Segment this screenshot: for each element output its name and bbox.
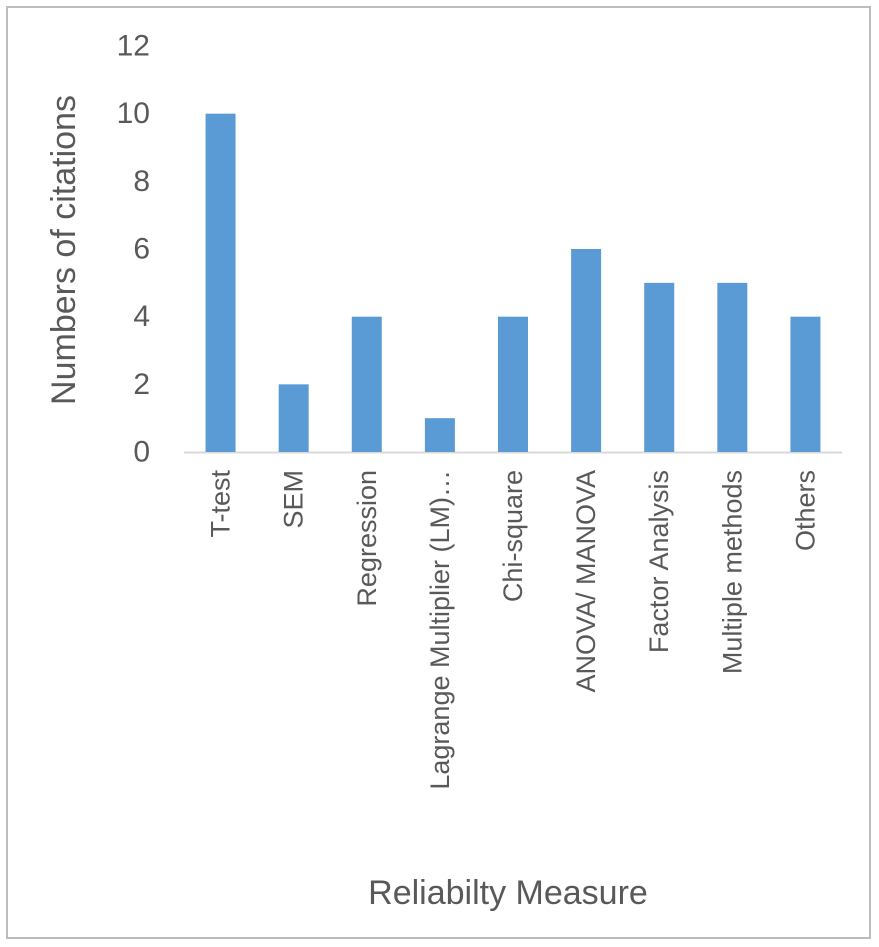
y-tick-label: 10: [117, 97, 150, 130]
y-tick-label: 8: [133, 165, 150, 198]
chart-frame: [6, 6, 871, 939]
y-tick-label: 4: [133, 300, 150, 333]
y-axis-title: Numbers of citations: [45, 95, 83, 405]
x-axis-category-labels: T-test SEM Regression Lagrange Multiplier (…: [206, 470, 821, 790]
x-tick-label: Regression: [352, 470, 382, 607]
bar: [790, 316, 821, 452]
y-tick-label: 6: [133, 233, 150, 266]
bar: [278, 384, 309, 452]
bar: [498, 316, 528, 452]
x-axis-title: Reliabilty Measure: [368, 874, 648, 912]
bar: [644, 282, 675, 452]
x-tick-label: T-test: [206, 470, 236, 538]
x-tick-label: Chi-square: [498, 470, 528, 602]
x-tick-label: Factor Analysis: [644, 470, 674, 653]
bar: [717, 282, 748, 452]
x-tick-label: SEM: [279, 470, 309, 529]
y-tick-label: 12: [117, 30, 150, 63]
bars: [205, 113, 821, 453]
x-tick-label: Multiple methods: [717, 470, 747, 674]
x-tick-label: ANOVA/ MANOVA: [571, 470, 601, 693]
x-tick-label: Lagrange Multiplier (LM)…: [425, 470, 455, 790]
bar: [205, 113, 236, 453]
y-tick-label: 0: [133, 436, 150, 469]
bar: [424, 418, 455, 452]
y-axis-ticks: 0 2 4 6 8 10 12: [117, 30, 150, 469]
bar: [351, 316, 382, 452]
x-tick-label: Others: [790, 470, 820, 551]
bar: [571, 249, 602, 452]
y-tick-label: 2: [133, 368, 150, 401]
